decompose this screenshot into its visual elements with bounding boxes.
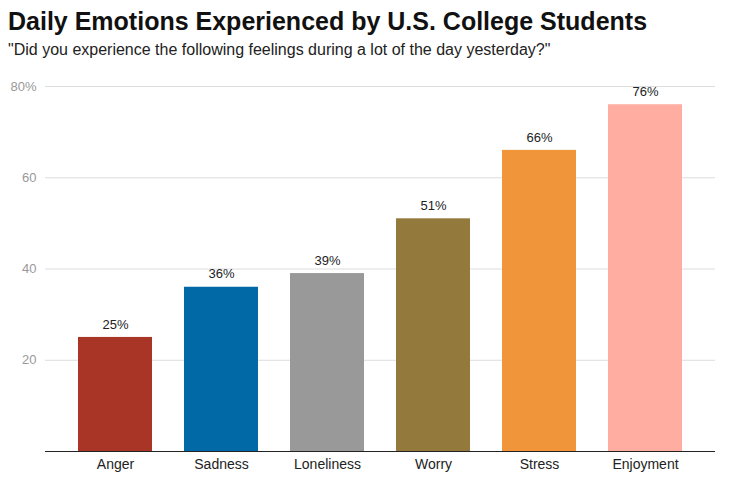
svg-text:Worry: Worry [415, 456, 452, 472]
html-text:"Did you experience the follow: "Did you experience the following feelin… [8, 41, 551, 58]
svg-text:51%: 51% [420, 198, 446, 213]
svg-text:25%: 25% [102, 317, 128, 332]
svg-text:36%: 36% [208, 266, 234, 281]
svg-text:20: 20 [22, 352, 36, 367]
svg-text:76%: 76% [632, 84, 658, 99]
svg-text:80%: 80% [10, 79, 36, 94]
svg-text:39%: 39% [314, 253, 340, 268]
svg-text:Loneliness: Loneliness [294, 456, 361, 472]
svg-text:60: 60 [22, 170, 36, 185]
html-text:Daily Emotions Experienced by: Daily Emotions Experienced by U.S. Colle… [8, 7, 647, 35]
svg-text:66%: 66% [526, 130, 552, 145]
svg-text:Enjoyment: Enjoyment [612, 456, 678, 472]
svg-text:Anger: Anger [97, 456, 135, 472]
svg-text:Sadness: Sadness [194, 456, 248, 472]
svg-text:40: 40 [22, 261, 36, 276]
svg-text:Stress: Stress [520, 456, 560, 472]
